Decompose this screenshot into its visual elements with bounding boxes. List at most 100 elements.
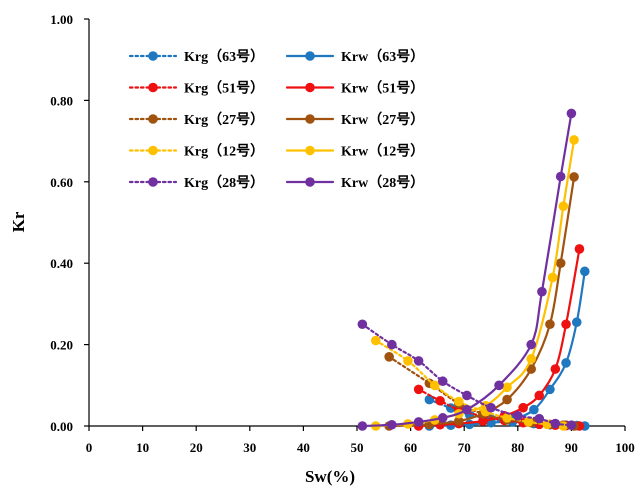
legend-label: Krw（63号） — [341, 49, 424, 65]
data-point — [464, 419, 475, 430]
data-point — [537, 286, 547, 297]
legend-label: Krg（12号） — [184, 144, 264, 160]
x-tick-label: 50 — [351, 440, 364, 455]
legend-swatch-marker — [305, 51, 315, 61]
legend-swatch-marker — [148, 145, 158, 156]
legend-item: Krg（28号） — [128, 175, 264, 191]
y-axis-label: Kr — [9, 211, 28, 232]
legend-item: Krw（28号） — [285, 175, 424, 191]
data-point — [370, 335, 381, 346]
legend-item: Krw（27号） — [285, 112, 424, 128]
data-point — [413, 356, 424, 366]
data-point — [566, 108, 577, 119]
data-point — [526, 339, 536, 350]
data-point — [384, 352, 394, 362]
y-tick-label: 0.40 — [50, 256, 73, 271]
x-tick-label: 80 — [511, 440, 524, 455]
data-point — [478, 416, 488, 426]
data-point — [555, 258, 566, 269]
data-point — [561, 358, 571, 368]
x-tick-label: 60 — [404, 440, 417, 455]
legend-item: Krw（51号） — [285, 81, 424, 97]
data-point — [545, 319, 555, 330]
data-point — [429, 380, 440, 391]
legend: Krg（63号） Krg（51号） Krg（27号） Krg（12号） Krg（28号）… — [128, 49, 424, 191]
legend-swatch-marker — [305, 114, 315, 124]
legend-swatch-marker — [148, 177, 158, 187]
data-point — [561, 319, 571, 330]
data-point — [529, 404, 539, 415]
legend-label: Krg（51号） — [184, 81, 264, 97]
y-tick-label: 0.20 — [50, 338, 73, 353]
data-point — [454, 396, 464, 407]
data-point — [550, 418, 561, 429]
legend-label: Krg（63号） — [184, 49, 264, 65]
legend-swatch-marker — [148, 82, 158, 93]
data-point — [526, 354, 536, 364]
data-point — [574, 244, 585, 254]
data-point — [357, 319, 368, 330]
x-tick-label: 100 — [615, 440, 635, 455]
legend-item: Krg（51号） — [128, 81, 264, 97]
data-point — [502, 382, 512, 393]
data-point — [569, 135, 579, 145]
legend-label: Krw（27号） — [341, 112, 424, 128]
data-point — [555, 171, 566, 182]
x-axis-label: Sw(%) — [305, 467, 355, 486]
data-point — [502, 394, 512, 405]
data-point — [569, 172, 579, 182]
axes: 0 10 20 30 40 50 60 70 80 90 100 0.00 0.20 0.40 0.60 0.… — [50, 12, 635, 455]
data-point — [357, 421, 368, 431]
legend-label: Krw（51号） — [341, 81, 424, 97]
data-point — [534, 413, 545, 424]
legend-label: Krg（28号） — [184, 175, 264, 191]
data-point — [424, 394, 435, 405]
data-point — [462, 404, 472, 415]
y-tick-label: 1.00 — [50, 12, 73, 27]
data-point — [547, 272, 558, 283]
data-point — [486, 402, 496, 413]
data-point — [435, 395, 445, 406]
data-point — [550, 364, 561, 374]
data-point — [523, 417, 534, 427]
x-tick-label: 10 — [136, 440, 149, 455]
data-point — [494, 380, 504, 391]
series-line — [417, 247, 581, 428]
x-tick-label: 20 — [190, 440, 203, 455]
data-point — [413, 417, 424, 427]
data-point — [387, 419, 397, 430]
data-point — [413, 384, 424, 395]
legend-swatch-marker — [305, 177, 315, 187]
data-point — [437, 413, 448, 423]
data-point — [513, 411, 523, 421]
series-group — [357, 108, 590, 431]
legend-swatch-marker — [148, 114, 158, 124]
y-tick-label: 0.00 — [50, 419, 73, 434]
data-point — [545, 384, 555, 395]
legend-item: Krw（12号） — [285, 144, 424, 160]
data-point — [571, 317, 582, 328]
y-tick-label: 0.60 — [50, 175, 73, 190]
y-tick-label: 0.80 — [50, 93, 73, 108]
legend-label: Krw（28号） — [341, 175, 424, 191]
legend-label: Krw（12号） — [341, 144, 424, 160]
data-point — [387, 339, 397, 350]
data-point — [534, 390, 545, 401]
legend-item: Krw（63号） — [285, 49, 424, 65]
legend-item: Krg（12号） — [128, 144, 264, 160]
legend-swatch-marker — [305, 82, 315, 93]
x-tick-label: 70 — [458, 440, 471, 455]
data-point — [403, 356, 413, 366]
data-point — [518, 402, 528, 413]
series-water-28 — [357, 108, 577, 431]
legend-swatch-marker — [305, 145, 315, 156]
data-point — [437, 376, 448, 387]
data-point — [462, 390, 472, 401]
x-tick-label: 0 — [86, 440, 93, 455]
data-point — [580, 266, 590, 277]
data-point — [558, 201, 569, 212]
data-point — [566, 420, 577, 430]
legend-swatch-marker — [148, 51, 158, 61]
legend-item: Krg（63号） — [128, 49, 264, 65]
